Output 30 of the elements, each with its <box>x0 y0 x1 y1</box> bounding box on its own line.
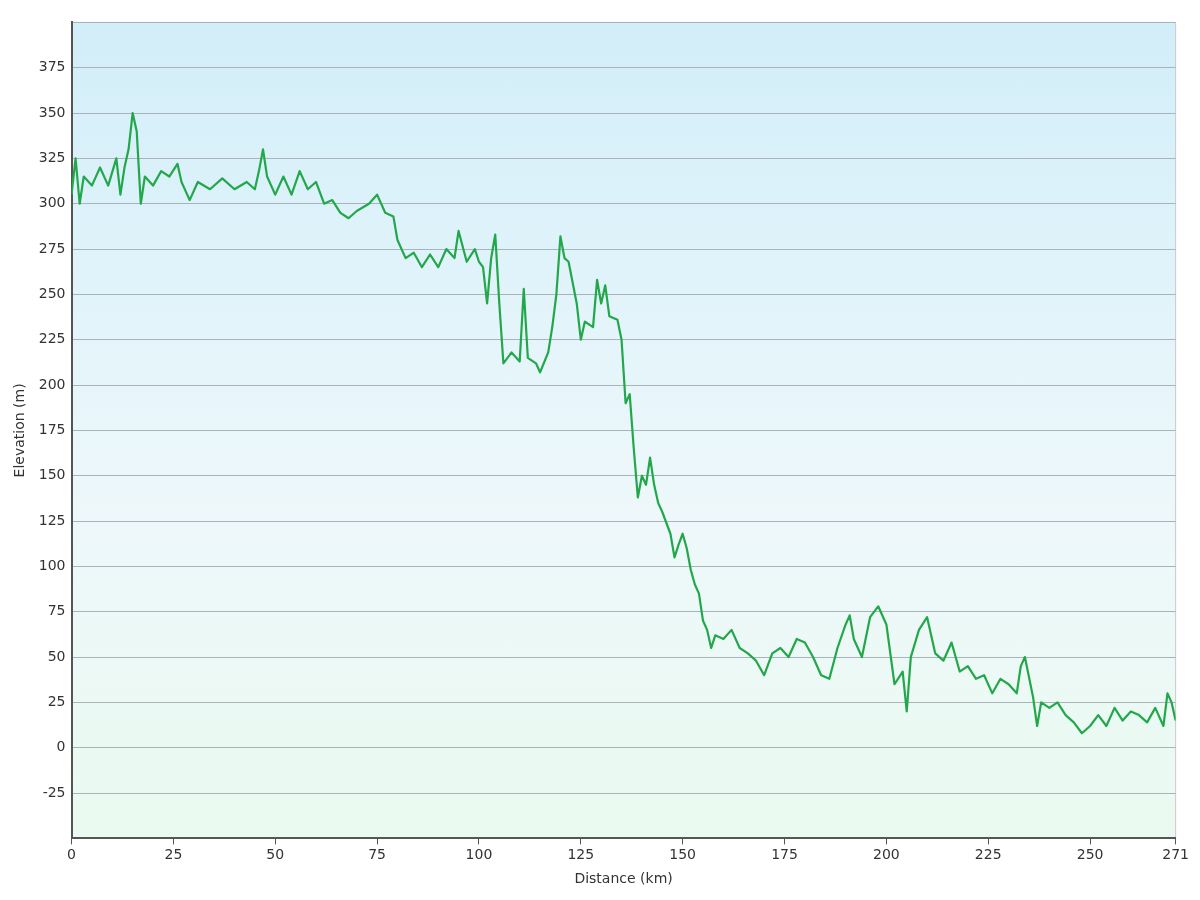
y-tick-label: 125 <box>38 511 66 528</box>
y-tick-label: 300 <box>38 194 66 211</box>
x-tick-label: 50 <box>266 846 285 863</box>
y-tick-label: 50 <box>47 647 66 664</box>
x-tick-label: 200 <box>873 846 900 863</box>
y-tick-label: 375 <box>38 58 66 75</box>
y-tick-label: 175 <box>38 421 66 438</box>
x-tick-label: 250 <box>1076 846 1104 863</box>
x-tick-label: 25 <box>164 846 183 863</box>
x-tick-label: 175 <box>771 846 798 863</box>
y-tick-label: 200 <box>38 375 66 392</box>
y-axis-title: Elevation (m) <box>11 383 28 478</box>
x-tick-label: 225 <box>974 846 1002 863</box>
y-tick-label: 100 <box>38 557 66 574</box>
y-tick-label: 225 <box>38 330 66 347</box>
y-tick-label: 350 <box>38 103 66 120</box>
y-tick-label: -25 <box>42 783 66 800</box>
y-tick-label: 0 <box>56 738 66 755</box>
y-tick-label: 150 <box>38 466 66 483</box>
x-tick-label: 75 <box>368 846 386 863</box>
x-tick-label: 271 <box>1162 846 1190 863</box>
x-tick-label: 150 <box>669 846 697 863</box>
y-tick-label: 325 <box>38 149 66 166</box>
y-tick-label: 275 <box>38 239 66 256</box>
x-axis-title: Distance (km) <box>574 870 673 887</box>
x-tick-label: 125 <box>567 846 595 863</box>
y-tick-label: 75 <box>47 602 66 619</box>
y-tick-label: 25 <box>47 693 66 710</box>
x-tick-label: 100 <box>465 846 493 863</box>
y-tick-label: 250 <box>38 285 66 302</box>
